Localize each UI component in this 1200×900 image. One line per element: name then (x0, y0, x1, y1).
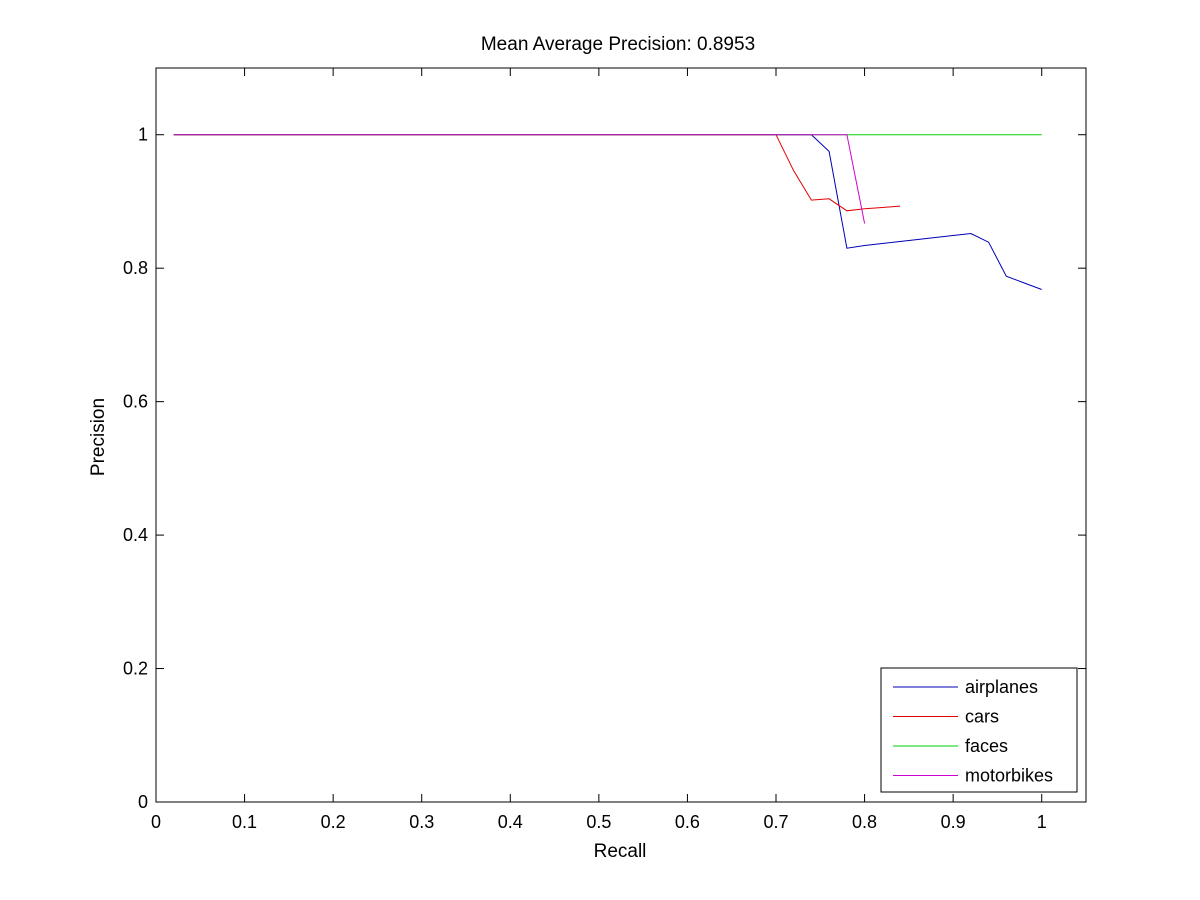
x-tick-label: 1 (1037, 812, 1047, 832)
series-lines (173, 134, 1042, 290)
x-tick-label: 0.7 (763, 812, 788, 832)
x-tick-label: 0 (151, 812, 161, 832)
series-line-cars (173, 134, 901, 212)
x-tick-label: 0.5 (586, 812, 611, 832)
y-tick-label: 1 (138, 125, 148, 145)
y-tick-label: 0.2 (123, 659, 148, 679)
y-tick-label: 0.4 (123, 525, 148, 545)
legend: airplanes cars faces motorbikes (880, 667, 1078, 793)
series-line-airplanes (173, 134, 1042, 290)
x-axis-label: Recall (594, 841, 647, 862)
x-tick-label: 0.1 (232, 812, 257, 832)
x-tick-label: 0.8 (852, 812, 877, 832)
legend-label-airplanes: airplanes (965, 677, 1038, 697)
series-line-motorbikes (173, 134, 866, 224)
x-tick-label: 0.2 (321, 812, 346, 832)
y-tick-label: 0.6 (123, 392, 148, 412)
legend-label-cars: cars (965, 707, 999, 727)
y-tick-label: 0 (138, 792, 148, 812)
x-tick-label: 0.6 (675, 812, 700, 832)
x-tick-label: 0.3 (409, 812, 434, 832)
y-tick-label: 0.8 (123, 258, 148, 278)
y-axis-ticks: 0 0.2 0.4 0.6 0.8 1 (123, 125, 1086, 812)
y-axis-label: Precision (88, 398, 109, 476)
x-tick-label: 0.4 (498, 812, 523, 832)
legend-label-faces: faces (965, 736, 1008, 756)
chart-title: Mean Average Precision: 0.8953 (481, 34, 755, 55)
x-tick-label: 0.9 (941, 812, 966, 832)
legend-box (880, 667, 1078, 793)
x-axis-ticks: 0 0.1 0.2 0.3 0.4 0.5 0.6 0.7 0.8 0.9 1 (151, 68, 1047, 832)
legend-label-motorbikes: motorbikes (965, 766, 1053, 786)
